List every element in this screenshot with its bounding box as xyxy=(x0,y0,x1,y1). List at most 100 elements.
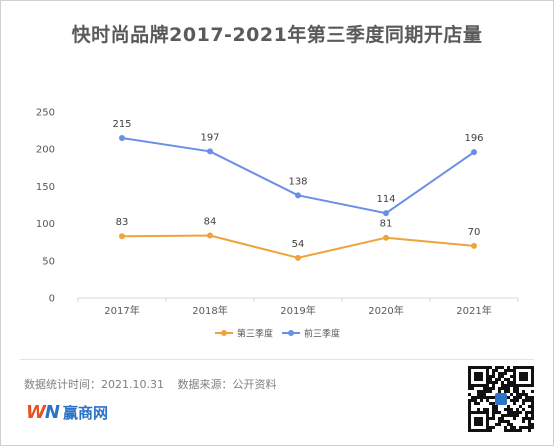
qr-module xyxy=(492,417,495,420)
qr-module xyxy=(516,411,519,414)
y-tick-label-1: 50 xyxy=(42,256,55,267)
qr-module xyxy=(507,408,510,411)
qr-module xyxy=(477,393,480,396)
qr-module xyxy=(486,399,489,402)
qr-module xyxy=(513,426,516,429)
qr-module xyxy=(531,402,534,405)
qr-module xyxy=(483,390,486,393)
qr-module xyxy=(501,372,504,375)
legend: 第三季度 前三季度 xyxy=(215,328,340,340)
qr-module xyxy=(492,375,495,378)
qr-module xyxy=(489,396,492,399)
qr-module xyxy=(498,387,501,390)
qr-module xyxy=(474,396,477,399)
qr-module xyxy=(531,414,534,417)
qr-module xyxy=(525,399,528,402)
qr-module xyxy=(519,426,522,429)
qr-module xyxy=(513,414,516,417)
qr-module xyxy=(501,417,504,420)
qr-module xyxy=(495,366,498,369)
qr-module xyxy=(468,408,471,411)
x-tick-label-4: 2021年 xyxy=(456,304,491,317)
qr-module xyxy=(510,369,513,372)
qr-module xyxy=(531,426,534,429)
qr-module xyxy=(513,429,516,432)
x-tick-label-2: 2019年 xyxy=(280,304,315,317)
qr-module xyxy=(498,378,501,381)
qr-module xyxy=(468,387,471,390)
qr-module xyxy=(531,417,534,420)
data-label-0-3: 81 xyxy=(380,219,393,230)
chart-title: 快时尚品牌2017-2021年第三季度同期开店量 xyxy=(71,24,483,46)
qr-module xyxy=(501,384,504,387)
brand-logo: WN 赢商网 xyxy=(26,402,108,423)
qr-module xyxy=(522,402,525,405)
qr-center-badge xyxy=(495,393,507,405)
data-label-1-2: 138 xyxy=(288,176,307,187)
qr-module xyxy=(489,426,492,429)
qr-module xyxy=(510,429,513,432)
qr-module xyxy=(501,387,504,390)
y-axis: 0 50 100 150 200 250 xyxy=(36,108,55,305)
qr-finder-core-1 xyxy=(519,372,528,381)
qr-module xyxy=(510,414,513,417)
qr-module xyxy=(525,393,528,396)
qr-module xyxy=(498,423,501,426)
qr-module xyxy=(522,399,525,402)
qr-code-icon xyxy=(468,366,534,432)
qr-module xyxy=(513,396,516,399)
qr-module xyxy=(507,396,510,399)
qr-module xyxy=(504,414,507,417)
qr-module xyxy=(516,399,519,402)
qr-module xyxy=(492,402,495,405)
qr-module xyxy=(495,423,498,426)
data-point-0-4 xyxy=(471,242,477,249)
qr-module xyxy=(492,387,495,390)
data-label-1-0: 215 xyxy=(112,119,131,130)
qr-module xyxy=(522,420,525,423)
qr-module xyxy=(486,408,489,411)
qr-module xyxy=(492,381,495,384)
qr-module xyxy=(504,384,507,387)
qr-module xyxy=(507,414,510,417)
qr-module xyxy=(480,390,483,393)
data-label-1-4: 196 xyxy=(464,133,483,144)
qr-module xyxy=(504,378,507,381)
qr-module xyxy=(501,420,504,423)
logo-name: 赢商网 xyxy=(62,404,108,422)
qr-module xyxy=(513,399,516,402)
qr-module xyxy=(507,369,510,372)
y-tick-label-0: 0 xyxy=(49,294,55,305)
qr-module xyxy=(480,393,483,396)
stat-time-text: 数据统计时间：2021.10.31 xyxy=(24,378,164,391)
qr-module xyxy=(513,402,516,405)
y-tick-label-4: 200 xyxy=(36,145,55,156)
qr-module xyxy=(495,369,498,372)
qr-module xyxy=(492,372,495,375)
qr-module xyxy=(501,375,504,378)
qr-module xyxy=(522,408,525,411)
qr-module xyxy=(495,381,498,384)
series-1: 215 197 138 114 196 xyxy=(112,119,484,217)
qr-module xyxy=(480,399,483,402)
y-tick-label-2: 100 xyxy=(36,219,55,230)
data-point-0-2 xyxy=(295,254,301,261)
qr-module xyxy=(492,384,495,387)
qr-module xyxy=(486,390,489,393)
qr-module xyxy=(492,411,495,414)
qr-module xyxy=(525,411,528,414)
qr-module xyxy=(501,414,504,417)
qr-module xyxy=(516,408,519,411)
qr-module xyxy=(507,366,510,369)
qr-module xyxy=(510,411,513,414)
qr-module xyxy=(495,378,498,381)
qr-module xyxy=(519,429,522,432)
qr-module xyxy=(510,393,513,396)
qr-module xyxy=(516,390,519,393)
qr-module xyxy=(528,423,531,426)
qr-module xyxy=(474,399,477,402)
qr-module xyxy=(489,387,492,390)
data-label-0-2: 54 xyxy=(292,239,305,250)
qr-module xyxy=(504,387,507,390)
footnote: 数据统计时间：2021.10.31 数据来源：公开资料 xyxy=(24,376,286,392)
